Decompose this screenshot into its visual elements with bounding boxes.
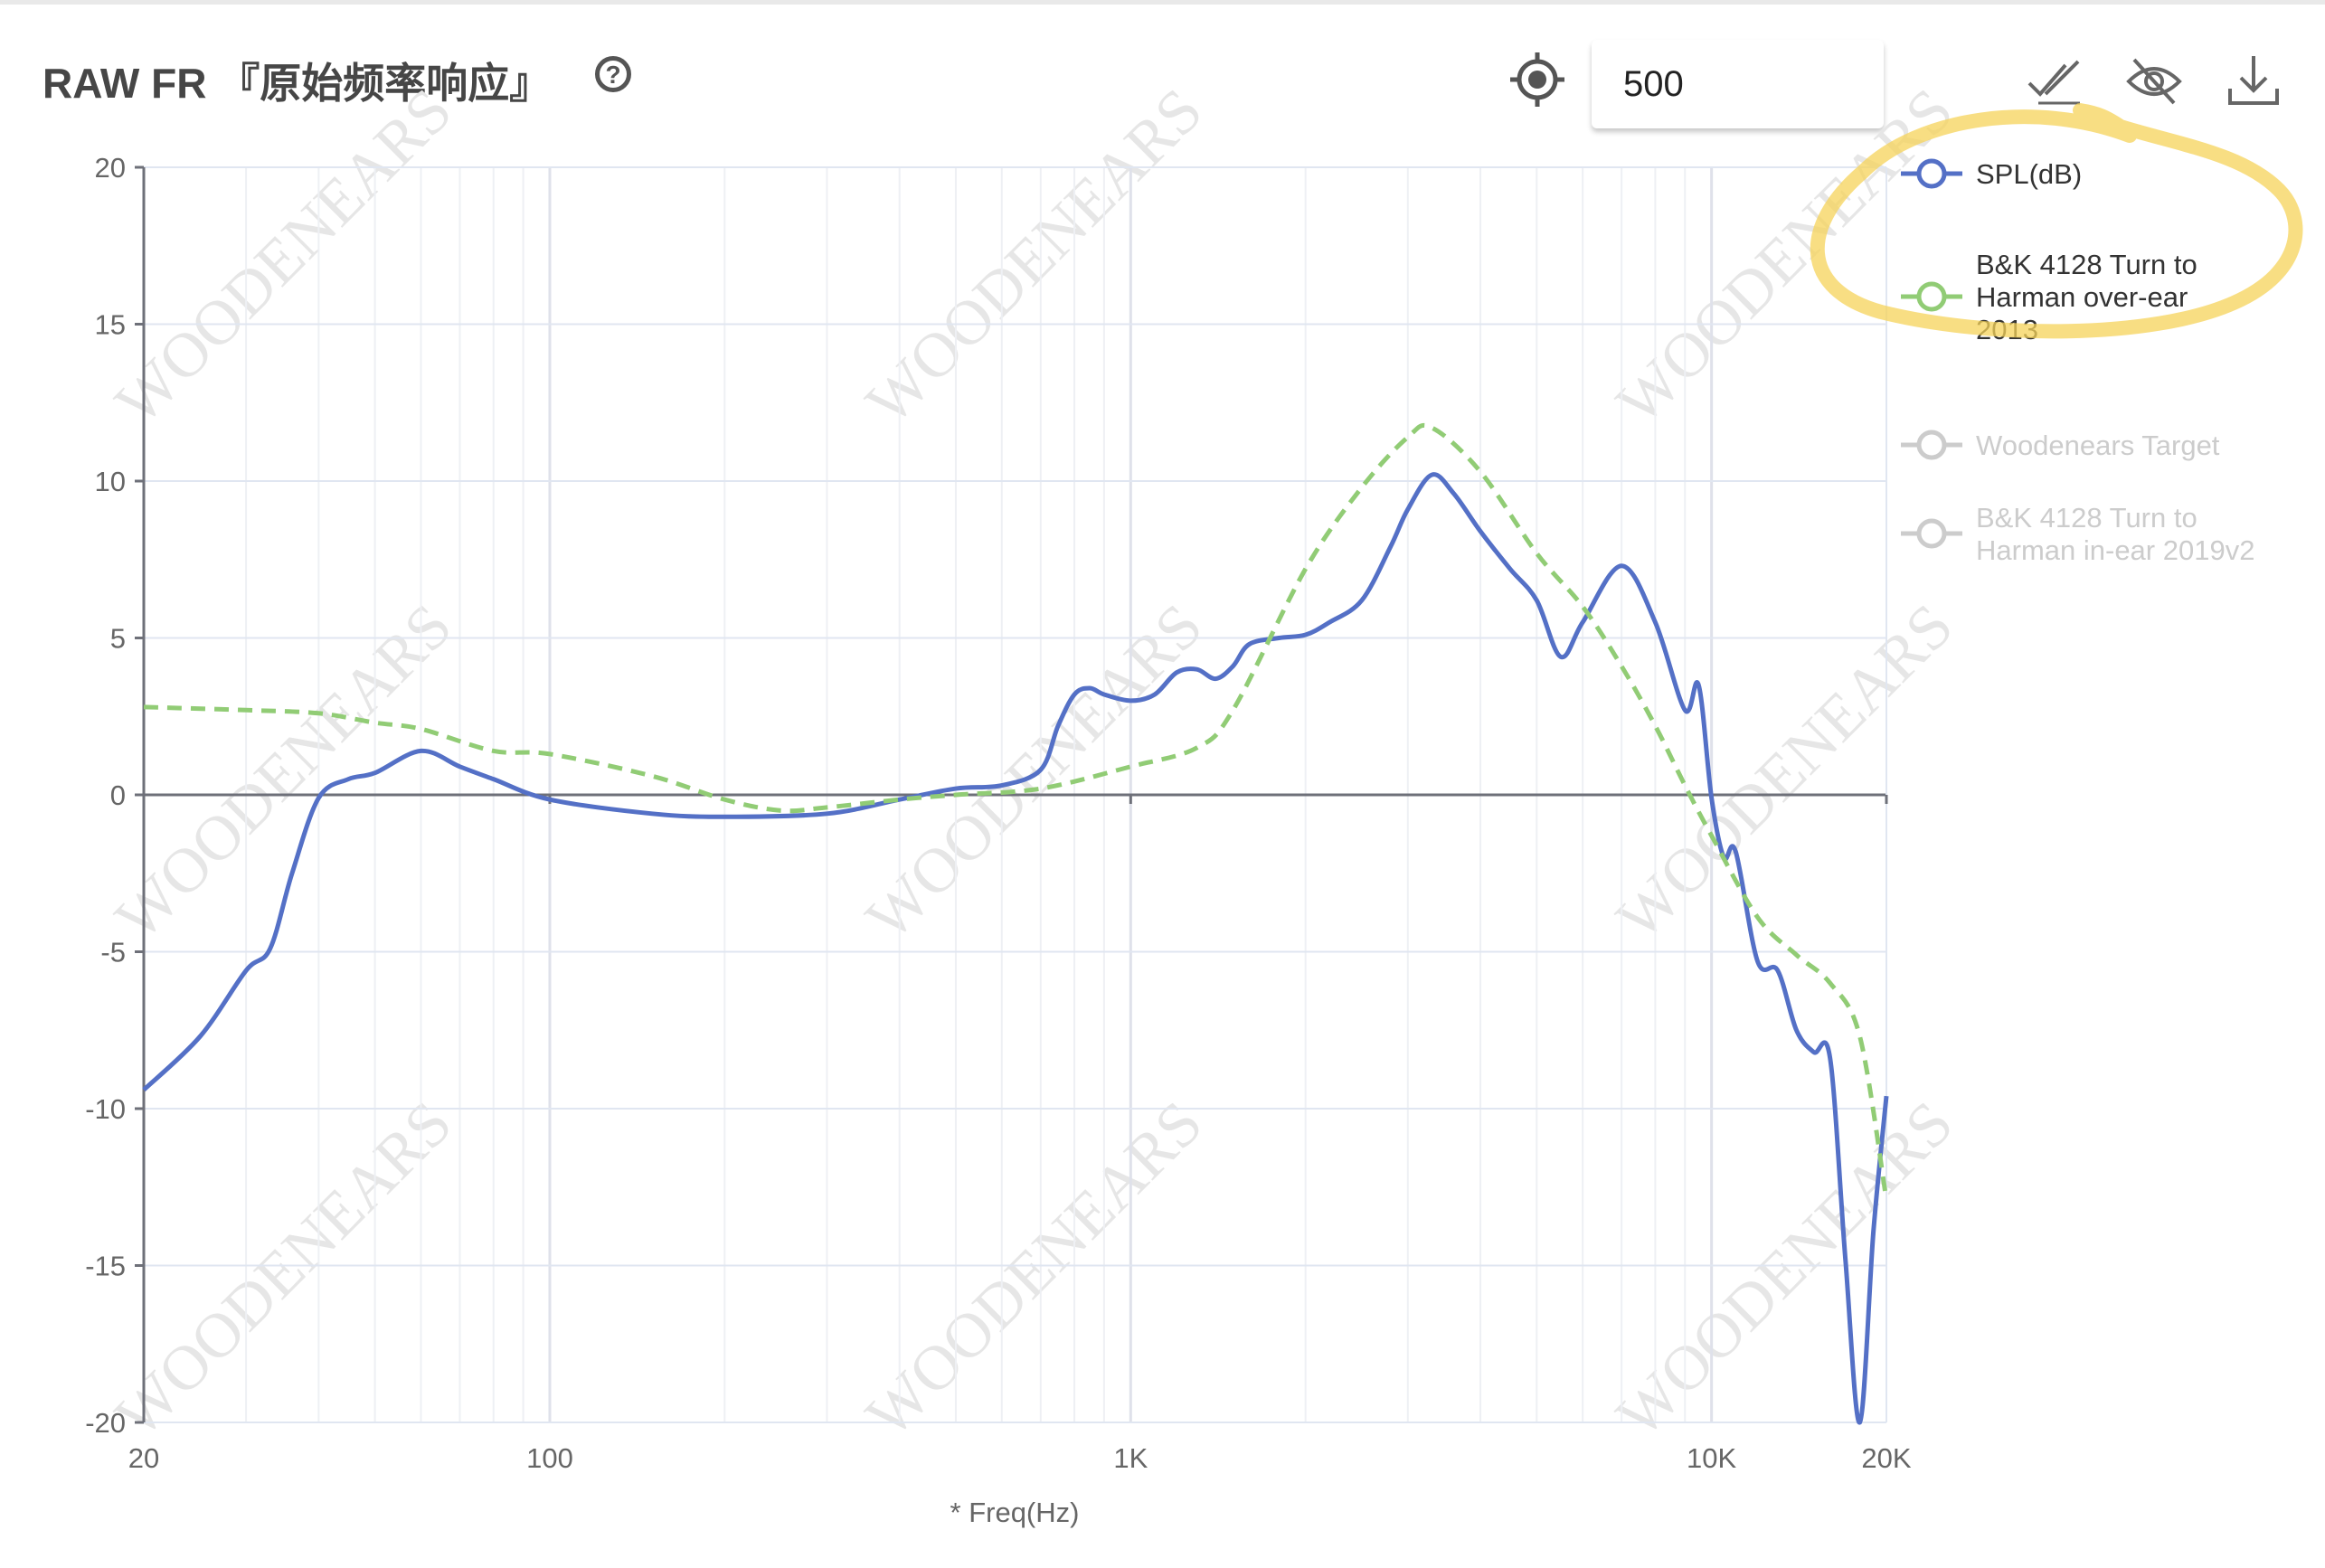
y-tick-label: 20 [95,152,126,184]
grid [142,166,1887,1423]
question-circle-icon[interactable]: ? [595,56,631,92]
x-tick-label: 20 [128,1442,159,1474]
x-tick-label: 10K [1687,1442,1736,1474]
legend-label: B&K 4128 Turn to [1976,249,2197,280]
y-tick-label: -20 [85,1407,126,1439]
legend-item-0[interactable]: SPL(dB) [1901,158,2082,190]
legend-label: Harman over-ear [1976,281,2188,313]
watermark-text: WOODENEARS [1604,1089,1967,1451]
y-axis: 20 15 10 5 0 -5 -10 -15 -20 [85,152,144,1439]
eye-off-icon[interactable] [2125,52,2183,110]
series-line-0 [142,472,1889,1425]
x-tick-label: 20K [1861,1442,1911,1474]
watermark-text: WOODENEARS [854,76,1216,439]
series-lines [142,422,1889,1425]
select-all-icon[interactable] [2026,52,2084,110]
y-tick-label: 10 [95,466,126,497]
legend-circle-icon [1916,158,1947,189]
series-line-1 [143,422,1889,1201]
x-axis: 20 100 1K 10K 20K [128,795,1912,1474]
highlighter-annotation [1810,103,2303,339]
frequency-input[interactable] [1592,40,1884,128]
y-tick-label: -10 [85,1093,126,1125]
x-tick-label: 1K [1113,1442,1148,1474]
legend-circle-icon [1916,430,1947,460]
watermark-text: WOODENEARS [103,1089,466,1451]
x-tick-label: 100 [526,1442,573,1474]
watermark-text: WOODENEARS [1604,591,1967,954]
download-icon[interactable] [2225,52,2282,110]
legend-label: B&K 4128 Turn to [1976,502,2197,534]
watermark-text: WOODENEARS [103,76,466,439]
top-border [0,0,2325,5]
x-axis-label: * Freq(Hz) [950,1497,1080,1528]
watermark-layer: WOODENEARS WOODENEARS WOODENEARS WOODENEARS… [103,76,1967,1451]
legend-item-2[interactable]: Woodenears Target [1901,430,2220,461]
legend-label: Woodenears Target [1976,430,2220,461]
crosshair-target-icon[interactable] [1508,51,1566,109]
watermark-text: WOODENEARS [854,1089,1216,1451]
legend-circle-icon [1916,281,1947,312]
y-tick-label: -5 [100,937,126,968]
y-tick-label: 0 [110,779,126,811]
y-tick-label: 5 [110,623,126,655]
legend-label: Harman in-ear 2019v2 [1976,534,2254,566]
legend-circle-icon [1916,518,1947,549]
page-title: RAW FR 『原始频率响应』 [43,60,552,107]
watermark-text: WOODENEARS [1604,76,1967,439]
y-tick-label: 15 [95,309,126,341]
legend-label: SPL(dB) [1976,158,2082,190]
y-tick-label: -15 [85,1251,126,1282]
